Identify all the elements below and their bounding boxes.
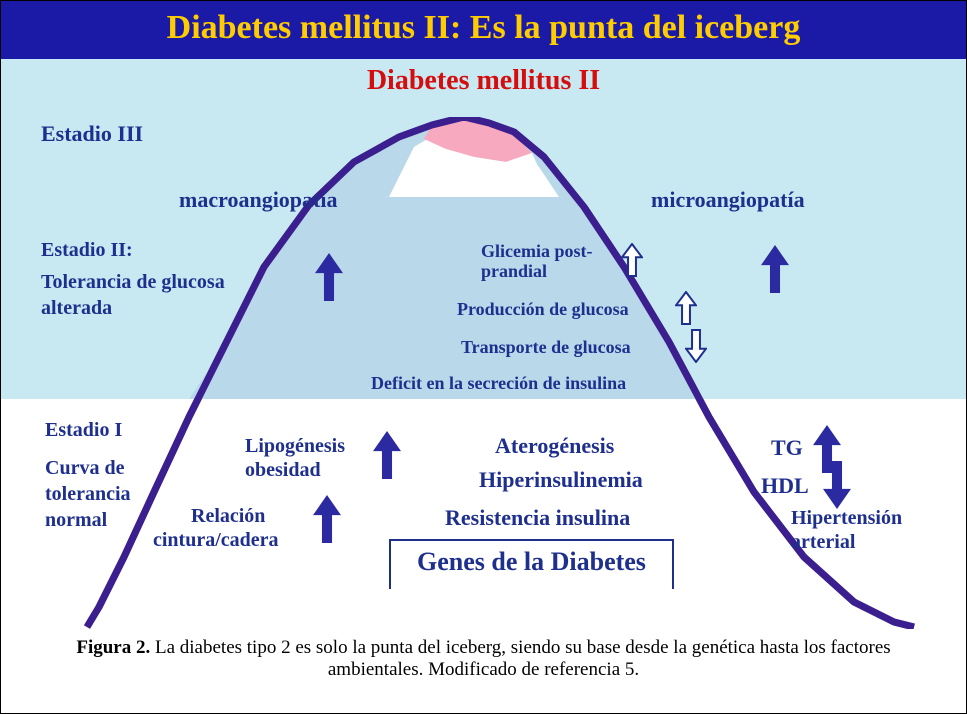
label-hiperart1: Hipertensión xyxy=(791,507,902,530)
label-hiperart2: arterial xyxy=(791,531,855,554)
genes-box: Genes de la Diabetes xyxy=(389,539,674,589)
diagram-area: Diabetes mellitus II Estadio III macroan… xyxy=(1,59,966,629)
label-deficit: Deficit en la secreción de insulina xyxy=(371,373,626,394)
label-micro: microangiopatía xyxy=(651,187,805,213)
header-title: Diabetes mellitus II: Es la punta del ic… xyxy=(1,1,966,59)
label-tg: TG xyxy=(771,435,803,461)
prod-arrow-icon xyxy=(675,291,697,325)
label-trans-gluc: Transporte de glucosa xyxy=(461,337,631,358)
label-lipo1: Lipogénesis xyxy=(245,435,345,458)
caption-text: La diabetes tipo 2 es solo la punta del … xyxy=(150,637,890,680)
label-dm2: Diabetes mellitus II xyxy=(367,65,600,97)
label-glicemia2: prandial xyxy=(481,261,547,282)
label-estadio3: Estadio III xyxy=(41,121,143,147)
label-prod-gluc: Producción de glucosa xyxy=(457,299,629,320)
caption-bold: Figura 2. xyxy=(76,637,150,658)
label-resist: Resistencia insulina xyxy=(445,505,630,531)
figure-caption: Figura 2. La diabetes tipo 2 es solo la … xyxy=(1,629,966,681)
label-rel-cc1: Relación xyxy=(191,505,265,528)
glicemia-arrow-icon xyxy=(621,243,643,277)
label-lipo2: obesidad xyxy=(245,459,321,482)
cc-arrow-icon xyxy=(313,495,341,543)
label-estadio2: Estadio II: xyxy=(41,239,133,262)
label-tol-alt: Tolerancia de glucosa alterada xyxy=(41,269,271,321)
label-rel-cc2: cintura/cadera xyxy=(153,529,279,552)
label-hdl: HDL xyxy=(761,473,809,499)
micro-arrow-icon xyxy=(761,245,789,293)
label-hiper: Hiperinsulinemia xyxy=(479,467,643,493)
hdl-arrow-icon xyxy=(823,461,851,509)
label-glicemia1: Glicemia post- xyxy=(481,241,592,262)
label-curva: Curva de tolerancia normal xyxy=(45,455,195,533)
label-estadio1: Estadio I xyxy=(45,419,122,442)
macro-arrow-icon xyxy=(315,253,343,301)
label-atero: Aterogénesis xyxy=(495,433,614,459)
trans-arrow-icon xyxy=(685,329,707,363)
label-macro: macroangiopatía xyxy=(179,187,337,213)
lipo-arrow-icon xyxy=(373,431,401,479)
